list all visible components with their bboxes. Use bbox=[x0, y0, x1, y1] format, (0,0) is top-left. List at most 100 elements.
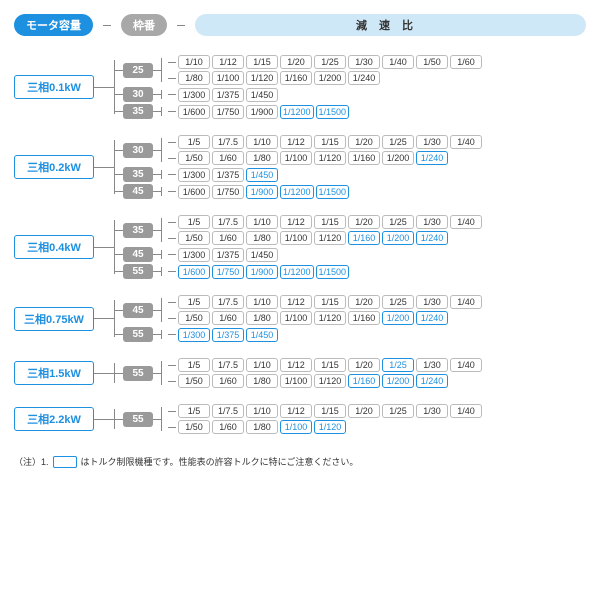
ratio-box: 1/600 bbox=[178, 185, 210, 199]
ratio-box: 1/5 bbox=[178, 404, 210, 418]
frame-row: 551/51/7.51/101/121/151/201/251/301/401/… bbox=[115, 358, 482, 388]
ratio-box: 1/40 bbox=[450, 135, 482, 149]
motor-group: 三相0.1kW251/101/121/151/201/251/301/401/5… bbox=[14, 54, 586, 120]
motor-label: 三相0.2kW bbox=[14, 155, 94, 179]
ratio-box: 1/15 bbox=[314, 404, 346, 418]
ratio-box: 1/50 bbox=[178, 231, 210, 245]
ratio-line: 1/51/7.51/101/121/151/201/251/301/40 bbox=[168, 295, 482, 309]
ratio-box: 1/12 bbox=[280, 215, 312, 229]
ratio-box: 1/50 bbox=[178, 374, 210, 388]
frame-number: 35 bbox=[123, 104, 153, 119]
ratio-box: 1/900 bbox=[246, 105, 278, 119]
ratio-box: 1/10 bbox=[246, 295, 278, 309]
ratio-line: 1/501/601/801/1001/1201/1601/2001/240 bbox=[168, 231, 482, 245]
bracket-line bbox=[161, 107, 162, 116]
connector bbox=[177, 25, 185, 26]
connector-stub bbox=[153, 111, 161, 112]
connector-stub bbox=[115, 174, 123, 175]
ratio-box: 1/12 bbox=[212, 55, 244, 69]
connector-line bbox=[94, 87, 114, 88]
ratio-box: 1/375 bbox=[212, 168, 244, 182]
connector-stub bbox=[168, 334, 176, 335]
connector-stub bbox=[115, 334, 123, 335]
ratio-line: 1/6001/7501/9001/12001/1500 bbox=[168, 185, 349, 199]
ratio-box: 1/12 bbox=[280, 404, 312, 418]
ratio-box: 1/5 bbox=[178, 135, 210, 149]
ratio-rows: 1/51/7.51/101/121/151/201/251/301/401/50… bbox=[168, 404, 482, 434]
ratio-rows: 1/3001/3751/450 bbox=[168, 328, 278, 342]
connector bbox=[103, 25, 111, 26]
ratio-box: 1/450 bbox=[246, 328, 278, 342]
ratio-rows: 1/6001/7501/9001/12001/1500 bbox=[168, 185, 349, 199]
motor-group: 三相0.75kW451/51/7.51/101/121/151/201/251/… bbox=[14, 294, 586, 343]
ratio-line: 1/51/7.51/101/121/151/201/251/301/40 bbox=[168, 215, 482, 229]
connector-stub bbox=[168, 411, 176, 412]
ratio-box: 1/20 bbox=[348, 404, 380, 418]
ratio-rows: 1/101/121/151/201/251/301/401/501/60 1/80… bbox=[168, 55, 482, 85]
ratio-box: 1/30 bbox=[416, 135, 448, 149]
connector-stub bbox=[115, 70, 123, 71]
frame-column: 551/51/7.51/101/121/151/201/251/301/401/… bbox=[115, 357, 482, 389]
header-frame-no: 枠番 bbox=[121, 14, 167, 36]
frame-number: 55 bbox=[123, 366, 153, 381]
ratio-box: 1/20 bbox=[348, 295, 380, 309]
ratio-box: 1/60 bbox=[212, 420, 244, 434]
ratio-box: 1/7.5 bbox=[212, 215, 244, 229]
ratio-line: 1/101/121/151/201/251/301/401/501/60 bbox=[168, 55, 482, 69]
connector-stub bbox=[115, 419, 123, 420]
frame-row: 301/3001/3751/450 bbox=[115, 87, 482, 102]
frame-column: 551/51/7.51/101/121/151/201/251/301/401/… bbox=[115, 403, 482, 435]
connector-stub bbox=[153, 191, 161, 192]
ratio-line: 1/3001/3751/450 bbox=[168, 328, 278, 342]
connector-stub bbox=[115, 271, 123, 272]
ratio-box: 1/30 bbox=[348, 55, 380, 69]
frame-number: 25 bbox=[123, 63, 153, 78]
ratio-box: 1/30 bbox=[416, 295, 448, 309]
ratio-box: 1/10 bbox=[246, 358, 278, 372]
footnote-text: はトルク制限機種です。性能表の許容トルクに特にご注意ください。 bbox=[81, 455, 359, 468]
frame-number: 45 bbox=[123, 184, 153, 199]
ratio-rows: 1/6001/7501/9001/12001/1500 bbox=[168, 265, 349, 279]
ratio-rows: 1/6001/7501/9001/12001/1500 bbox=[168, 105, 349, 119]
frame-number: 35 bbox=[123, 167, 153, 182]
ratio-box: 1/50 bbox=[178, 420, 210, 434]
ratio-box: 1/15 bbox=[246, 55, 278, 69]
ratio-box: 1/240 bbox=[416, 231, 448, 245]
connector-line bbox=[94, 167, 114, 168]
ratio-box: 1/40 bbox=[450, 358, 482, 372]
ratio-box: 1/120 bbox=[314, 311, 346, 325]
motor-label: 三相2.2kW bbox=[14, 407, 94, 431]
ratio-box: 1/20 bbox=[348, 215, 380, 229]
ratio-box: 1/1200 bbox=[280, 265, 314, 279]
ratio-box: 1/120 bbox=[314, 420, 346, 434]
ratio-box: 1/12 bbox=[280, 135, 312, 149]
frame-row: 45 1/6001/7501/9001/12001/1500 bbox=[115, 184, 482, 199]
ratio-line: 1/801/1001/1201/1601/2001/240 bbox=[168, 71, 482, 85]
header-motor-cap: モータ容量 bbox=[14, 14, 93, 36]
ratio-box: 1/10 bbox=[246, 404, 278, 418]
connector-stub bbox=[168, 158, 176, 159]
ratio-box: 1/240 bbox=[416, 151, 448, 165]
ratio-rows: 1/51/7.51/101/121/151/201/251/301/40 1/50… bbox=[168, 215, 482, 245]
ratio-box: 1/160 bbox=[348, 231, 380, 245]
connector-stub bbox=[168, 271, 176, 272]
ratio-box: 1/200 bbox=[382, 151, 414, 165]
ratio-box: 1/25 bbox=[382, 215, 414, 229]
bracket-line bbox=[161, 138, 162, 162]
connector-stub bbox=[168, 254, 176, 255]
connector-stub bbox=[153, 334, 161, 335]
ratio-box: 1/30 bbox=[416, 404, 448, 418]
ratio-box: 1/900 bbox=[246, 185, 278, 199]
frame-number: 35 bbox=[123, 223, 153, 238]
ratio-box: 1/450 bbox=[246, 88, 278, 102]
ratio-box: 1/375 bbox=[212, 248, 244, 262]
motor-label: 三相0.4kW bbox=[14, 235, 94, 259]
ratio-box: 1/80 bbox=[246, 311, 278, 325]
ratio-box: 1/25 bbox=[314, 55, 346, 69]
ratio-rows: 1/51/7.51/101/121/151/201/251/301/401/50… bbox=[168, 295, 482, 325]
ratio-line: 1/6001/7501/9001/12001/1500 bbox=[168, 105, 349, 119]
ratio-box: 1/80 bbox=[246, 420, 278, 434]
ratio-box: 1/80 bbox=[246, 231, 278, 245]
connector-stub bbox=[153, 373, 161, 374]
ratio-box: 1/7.5 bbox=[212, 135, 244, 149]
